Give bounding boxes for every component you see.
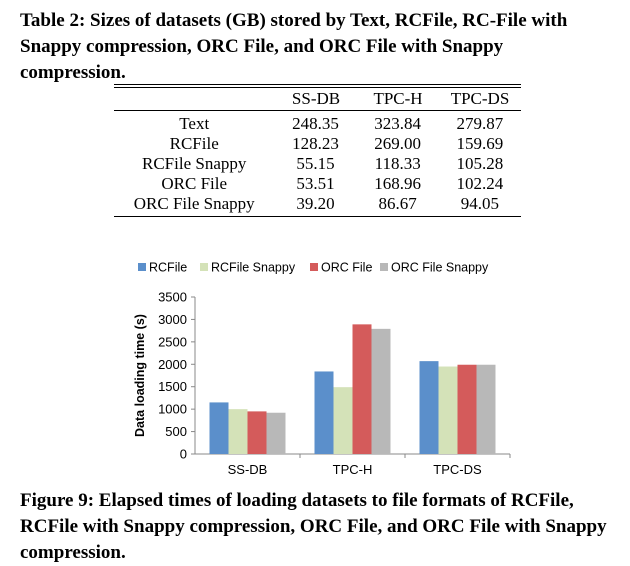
x-tick-label: TPC-H: [333, 462, 373, 477]
table-mid-rule: [114, 110, 521, 111]
table-row: RCFile Snappy 55.15 118.33 105.28: [114, 154, 521, 174]
table-cell: 118.33: [374, 154, 421, 173]
table-cell: RCFile: [169, 134, 219, 153]
y-tick-label: 0: [180, 447, 187, 462]
bar: [476, 364, 496, 454]
y-tick-label: 3000: [158, 312, 187, 327]
y-tick-label: 2500: [158, 334, 187, 349]
legend-swatch: [200, 263, 208, 271]
x-tick-label: SS-DB: [228, 462, 268, 477]
bar: [209, 402, 229, 454]
table-cell: 105.28: [456, 154, 504, 173]
loading-time-bar-chart: RCFile RCFile Snappy ORC File ORC File Snap…: [133, 261, 511, 477]
legend-swatch: [380, 263, 388, 271]
legend-label: ORC File: [321, 261, 372, 275]
table-row: ORC File 53.51 168.96 102.24: [114, 174, 521, 194]
legend-label: RCFile: [149, 261, 187, 275]
table-top-rule: [114, 84, 521, 88]
y-tick-label: 2000: [158, 357, 187, 372]
legend-label: ORC File Snappy: [391, 261, 489, 275]
table-cell: 53.51: [296, 174, 335, 193]
table-cell: Text: [179, 114, 210, 133]
table-row: RCFile 128.23 269.00 159.69: [114, 134, 521, 154]
table-row: Text 248.35 323.84 279.87: [114, 114, 521, 134]
table-cell: ORC File Snappy: [133, 194, 255, 213]
table-bottom-rule: [114, 216, 521, 217]
bar: [371, 328, 391, 454]
table-cell: 168.96: [374, 174, 422, 193]
bar: [457, 364, 477, 454]
legend-swatch: [138, 263, 146, 271]
dataset-size-table: SS-DB TPC-H TPC-DS Text 248.35 323.84 27…: [114, 84, 521, 217]
y-tick-label: 1000: [158, 402, 187, 417]
table-cell: 159.69: [456, 134, 504, 153]
table-cell: 94.05: [460, 194, 499, 213]
table-header-cell: TPC-DS: [450, 89, 510, 108]
figure-caption: Figure 9: Elapsed times of loading datas…: [20, 490, 607, 563]
table-header-cell: SS-DB: [291, 89, 341, 108]
bar: [438, 366, 458, 454]
table-header-cell: [114, 88, 275, 110]
bar: [247, 411, 267, 454]
bar: [228, 409, 248, 454]
y-tick-label: 1500: [158, 379, 187, 394]
bar: [266, 412, 286, 454]
x-tick-label: TPC-DS: [433, 462, 482, 477]
table-cell: 86.67: [378, 194, 417, 213]
legend-label: RCFile Snappy: [211, 261, 296, 275]
bar: [419, 361, 439, 454]
bar: [352, 324, 372, 454]
table-caption: Table 2: Sizes of datasets (GB) stored b…: [20, 10, 568, 83]
table-cell: 269.00: [374, 134, 422, 153]
table-cell: 102.24: [456, 174, 504, 193]
legend-swatch: [310, 263, 318, 271]
table-cell: 248.35: [292, 114, 339, 133]
table-cell: 55.15: [296, 154, 335, 173]
bar: [333, 387, 353, 454]
bar: [314, 371, 334, 454]
y-tick-label: 3500: [158, 290, 187, 305]
table-cell: 323.84: [374, 114, 422, 133]
table-row: ORC File Snappy 39.20 86.67 94.05: [114, 194, 521, 214]
table-cell: RCFile Snappy: [142, 154, 247, 173]
table-header-cell: TPC-H: [373, 89, 423, 108]
table-cell: 128.23: [292, 134, 339, 153]
table-cell: ORC File: [161, 174, 228, 193]
table-cell: 39.20: [296, 194, 335, 213]
y-tick-label: 500: [165, 424, 187, 439]
table-cell: 279.87: [456, 114, 504, 133]
y-axis-label: Data loading time (s): [133, 314, 147, 437]
table-header-row: SS-DB TPC-H TPC-DS: [114, 88, 521, 110]
